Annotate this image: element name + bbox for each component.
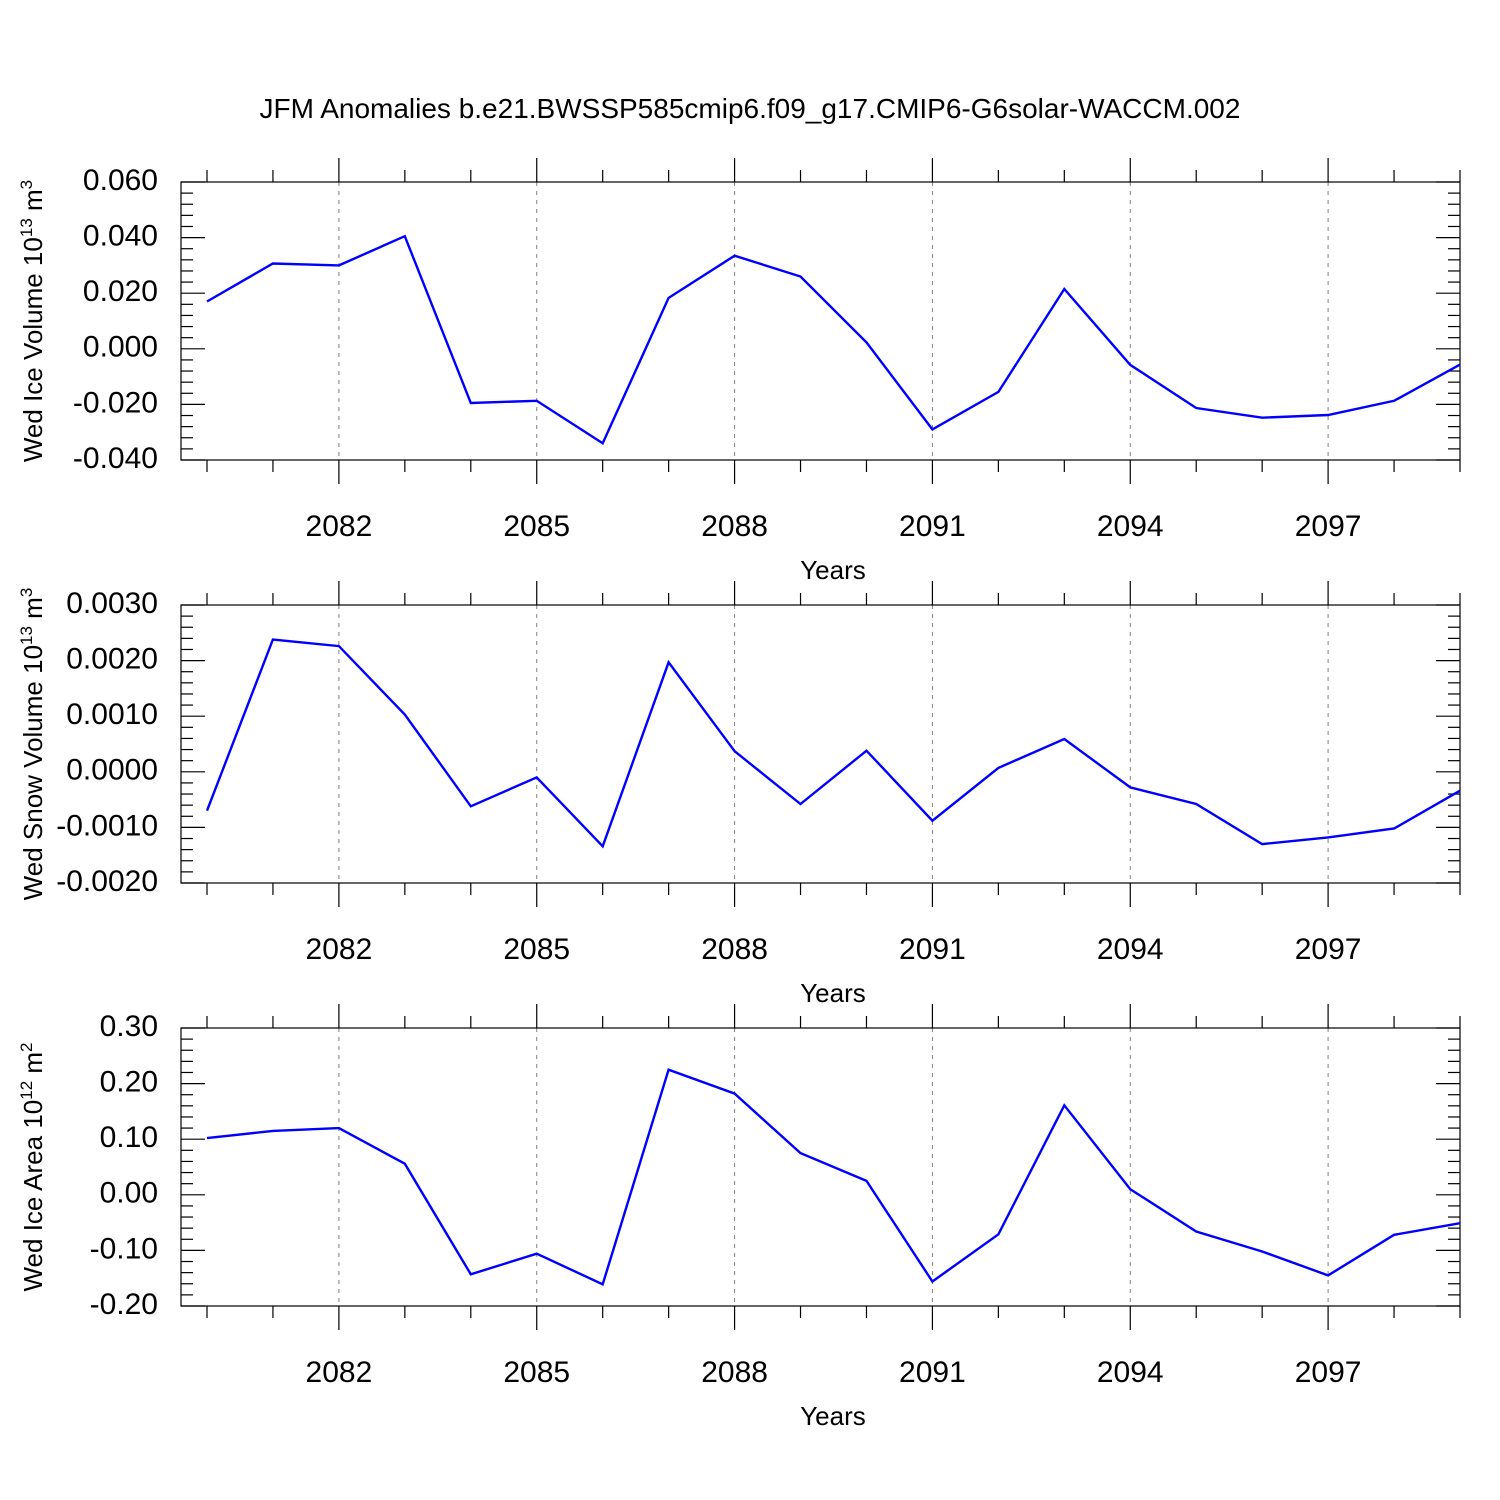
y-tick-label: 0.0010 — [66, 698, 158, 731]
x-tick-label: 2088 — [701, 510, 768, 543]
y-tick-label: 0.0030 — [66, 587, 158, 620]
y-tick-label: 0.000 — [83, 331, 158, 364]
x-tick-label: 2085 — [503, 510, 570, 543]
x-axis-label: Years — [800, 555, 866, 585]
y-axis-label: Wed Snow Volume 1013 m3 — [17, 588, 48, 901]
y-axis-label: Wed Ice Volume 1013 m3 — [17, 180, 48, 462]
y-tick-label: 0.0020 — [66, 643, 158, 676]
x-tick-label: 2091 — [899, 510, 966, 543]
x-tick-label: 2094 — [1097, 1356, 1164, 1389]
x-tick-label: 2097 — [1295, 1356, 1362, 1389]
y-tick-label: 0.020 — [83, 275, 158, 308]
panel-3: 0.30 0.20 0.10 0.00 -0.10 -0.20 2082 2085 2088 20… — [17, 1004, 1461, 1431]
x-tick-label: 2088 — [701, 1356, 768, 1389]
y-tick-label: 0.060 — [83, 164, 158, 197]
x-tick-label: 2082 — [306, 510, 373, 543]
x-tick-label: 2091 — [899, 1356, 966, 1389]
y-tick-label: -0.20 — [90, 1288, 158, 1321]
y-tick-label: -0.020 — [73, 386, 158, 419]
plot-frame — [180, 181, 1461, 461]
y-tick-label: -0.10 — [90, 1232, 158, 1265]
x-tick-label: 2094 — [1097, 933, 1164, 966]
y-tick-label: 0.040 — [83, 220, 158, 253]
y-tick-label: 0.30 — [100, 1010, 158, 1043]
panel-2: 0.0030 0.0020 0.0010 0.0000 -0.0010 -0.0020 20… — [17, 581, 1461, 1008]
y-tick-label: 0.0000 — [66, 754, 158, 787]
x-tick-label: 2082 — [306, 1356, 373, 1389]
series-line — [206, 234, 1461, 446]
y-tick-label: 0.10 — [100, 1121, 158, 1154]
y-tick-label: 0.00 — [100, 1177, 158, 1210]
y-tick-label: -0.0020 — [56, 865, 158, 898]
x-tick-label: 2085 — [503, 933, 570, 966]
y-axis-label: Wed Ice Area 1012 m2 — [17, 1042, 48, 1291]
y-tick-label: 0.20 — [100, 1066, 158, 1099]
x-tick-label: 2082 — [306, 933, 373, 966]
chart-title: JFM Anomalies b.e21.BWSSP585cmip6.f09_g1… — [260, 93, 1241, 124]
x-tick-label: 2088 — [701, 933, 768, 966]
plot-frame — [180, 1027, 1461, 1307]
plot-frame — [180, 604, 1461, 884]
x-tick-label: 2097 — [1295, 510, 1362, 543]
series-line — [205, 638, 1461, 849]
x-tick-label: 2091 — [899, 933, 966, 966]
x-tick-label: 2085 — [503, 1356, 570, 1389]
x-tick-label: 2097 — [1295, 933, 1362, 966]
y-tick-label: -0.040 — [73, 442, 158, 475]
x-axis-label: Years — [800, 1401, 866, 1431]
y-tick-label: -0.0010 — [56, 809, 158, 842]
x-tick-label: 2094 — [1097, 510, 1164, 543]
x-axis-label: Years — [800, 978, 866, 1008]
panel-1: 0.060 0.040 0.020 0.000 -0.020 -0.040 2082 2085… — [17, 158, 1461, 585]
series-line — [206, 1068, 1461, 1286]
